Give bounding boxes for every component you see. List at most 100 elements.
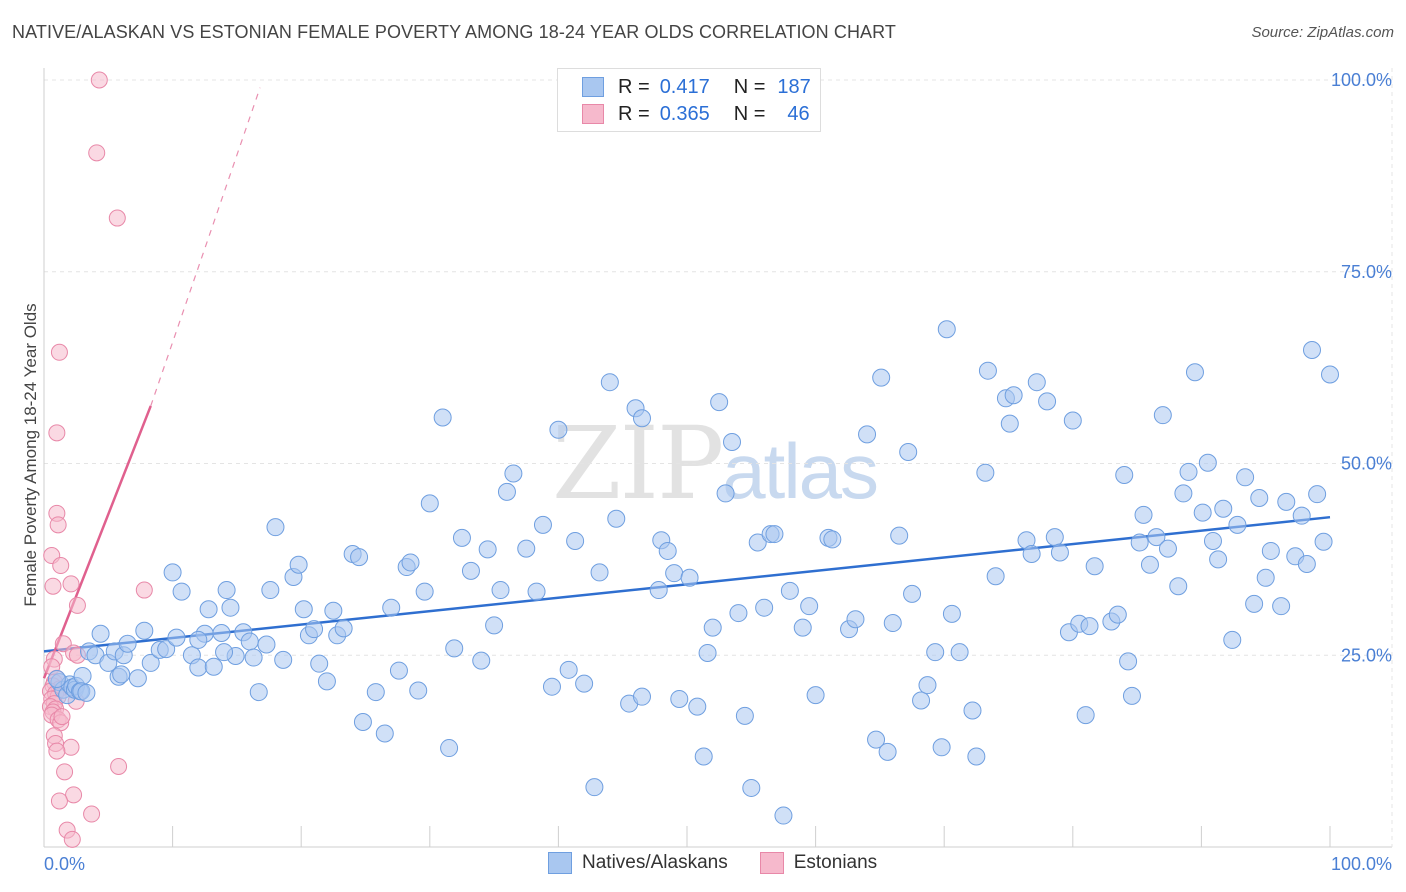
native-point [729,604,748,623]
native-point [189,630,208,649]
native-point [353,712,372,731]
estonian-point [90,71,108,89]
native-point [261,581,280,600]
estonian-point [110,757,128,775]
native-point [1228,515,1247,534]
native-point [1119,652,1138,671]
native-point [504,464,523,483]
native-point [649,581,668,600]
native-point [1147,528,1166,547]
legend-item-natives[interactable]: Natives/Alaskans [548,852,728,874]
native-point [1256,568,1275,587]
native-point [680,568,699,587]
native-point [1038,392,1057,411]
native-point [289,555,308,574]
chart-title: NATIVE/ALASKAN VS ESTONIAN FEMALE POVERT… [12,22,897,42]
native-point [485,616,504,635]
native-point [950,643,969,662]
legend-r-value: 0.365 [659,102,710,125]
native-point [324,601,343,620]
native-point [1004,386,1023,405]
native-point [204,657,223,676]
native-point [1134,505,1153,524]
native-point [800,597,819,616]
native-point [883,614,902,633]
native-point [1063,411,1082,430]
legend-n-value: 187 [777,75,811,98]
native-point [366,683,385,702]
y-tick-label: 75.0% [1341,262,1392,282]
native-point [926,643,945,662]
y-tick-label: 100.0% [1331,70,1392,90]
native-point [716,484,735,503]
native-point [963,701,982,720]
native-point [1302,340,1321,359]
native-point [912,691,931,710]
estonian-point [52,557,70,575]
legend-item-estonians[interactable]: Estonians [759,852,878,874]
natives-legend-label: Natives/Alaskans [582,852,728,873]
estonian-point [83,805,101,823]
native-point [461,561,480,580]
native-point [212,624,231,643]
native-point [942,604,961,623]
trend-lines [42,87,1331,679]
estonian-point [49,516,67,534]
native-point [742,778,761,797]
native-point [1022,545,1041,564]
native-point [77,683,96,702]
native-point [375,724,394,743]
native-point [305,620,324,639]
native-point [118,634,137,653]
estonians-legend-label: Estonians [793,852,878,873]
estonian-point [65,786,83,804]
native-point [415,582,434,601]
native-point [128,669,147,688]
native-point [658,541,677,560]
estonians-points [41,71,153,848]
native-point [517,539,536,558]
native-point [600,373,619,392]
legend-r-value: 0.417 [659,75,710,98]
native-point [1000,414,1019,433]
estonians-trend-extension [150,87,261,407]
native-point [217,581,236,600]
native-point [607,509,626,528]
native-point [163,563,182,582]
native-point [872,368,891,387]
native-point [1140,555,1159,574]
native-point [1193,503,1212,522]
native-point [433,408,452,427]
native-point [932,738,951,757]
native-point [1308,485,1327,504]
legend-n-value: 46 [787,102,810,125]
native-point [244,648,263,667]
native-point [823,530,842,549]
native-point [978,361,997,380]
native-point [549,420,568,439]
native-point [497,482,516,501]
native-point [452,528,471,547]
native-point [1292,506,1311,525]
native-point [172,582,191,601]
native-point [590,563,609,582]
native-point [1297,554,1316,573]
native-point [918,676,937,695]
native-point [566,531,585,550]
native-point [723,433,742,452]
legend-r-label: R = [618,75,650,98]
native-point [1050,543,1069,562]
estonian-point [68,596,86,614]
natives-points [47,320,1339,825]
estonians-legend-swatch [759,852,784,874]
estonian-point [50,792,68,810]
native-point [575,674,594,693]
native-point [1130,533,1149,552]
native-point [350,548,369,567]
native-point [440,739,459,758]
native-point [755,598,774,617]
x-tick-label: 0.0% [44,854,85,874]
estonian-point [63,830,81,848]
native-point [1245,594,1264,613]
